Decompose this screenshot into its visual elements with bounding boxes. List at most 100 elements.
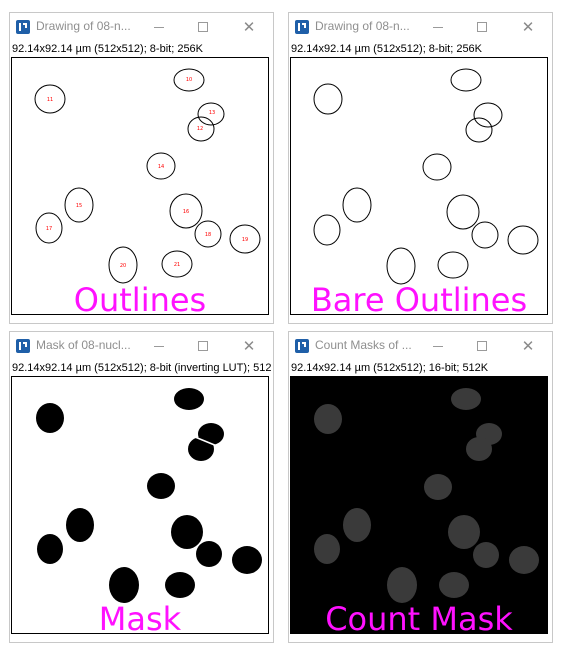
image-info: 92.14x92.14 µm (512x512); 16-bit; 512K (291, 362, 489, 374)
nucleus-mask (37, 534, 63, 564)
minimize-icon (433, 346, 443, 347)
window-count-mask[interactable]: Count Masks of ... ✕ 92.14x92.14 µm (512… (288, 331, 553, 643)
nucleus-outline (507, 225, 539, 255)
nucleus-count-region (314, 404, 342, 434)
nucleus-outline (229, 224, 261, 254)
nucleus-outline (471, 221, 499, 249)
maximize-icon (198, 341, 208, 351)
close-icon: ✕ (521, 18, 535, 36)
window-title: Count Masks of ... (315, 338, 412, 352)
maximize-button[interactable] (185, 15, 221, 39)
nucleus-count-region (424, 474, 452, 500)
image-canvas[interactable]: 10 11 12 13 14 15 16 17 18 19 20 21 Outl… (11, 57, 269, 315)
title-bar[interactable]: Mask of 08-nucl... ✕ (10, 332, 273, 360)
nucleus-outline (194, 220, 222, 248)
nucleus-count-region (343, 508, 371, 542)
maximize-button[interactable] (464, 15, 500, 39)
nucleus-label: 20 (120, 263, 126, 269)
title-bar[interactable]: Drawing of 08-n... ✕ (10, 13, 273, 41)
nucleus-label: 14 (158, 164, 164, 170)
close-button[interactable]: ✕ (510, 334, 546, 358)
nucleus-outline (108, 246, 138, 284)
nucleus-outline (450, 68, 482, 92)
minimize-button[interactable] (141, 334, 177, 358)
nucleus-count-region (509, 546, 539, 574)
nucleus-label: 17 (46, 226, 52, 232)
nucleus-outline (446, 194, 480, 230)
minimize-button[interactable] (420, 334, 456, 358)
image-canvas[interactable]: Mask (11, 376, 269, 634)
outlines-image: 10 11 12 13 14 15 16 17 18 19 20 21 (34, 68, 261, 284)
image-canvas[interactable]: Count Mask (290, 376, 548, 634)
window-mask[interactable]: Mask of 08-nucl... ✕ 92.14x92.14 µm (512… (9, 331, 274, 643)
maximize-button[interactable] (464, 334, 500, 358)
window-title: Drawing of 08-n... (36, 19, 131, 33)
bare-outlines-image (313, 68, 539, 285)
minimize-button[interactable] (141, 15, 177, 39)
nucleus-label: 19 (242, 237, 248, 243)
nucleus-label: 11 (47, 97, 53, 103)
maximize-icon (198, 22, 208, 32)
nucleus-mask (232, 546, 262, 574)
nucleus-outline (473, 102, 503, 128)
mask-image (36, 388, 262, 603)
nucleus-mask (165, 572, 195, 598)
nucleus-mask (188, 437, 214, 461)
nucleus-mask (171, 515, 203, 549)
close-icon: ✕ (242, 337, 256, 355)
image-info: 92.14x92.14 µm (512x512); 8-bit (inverti… (12, 362, 271, 374)
nucleus-outline (146, 152, 176, 180)
imagej-icon (295, 20, 309, 34)
maximize-icon (477, 341, 487, 351)
nucleus-label: 12 (197, 126, 203, 132)
nucleus-mask (147, 473, 175, 499)
nucleus-outline (35, 212, 63, 244)
close-button[interactable]: ✕ (231, 334, 267, 358)
maximize-button[interactable] (185, 334, 221, 358)
close-button[interactable]: ✕ (510, 15, 546, 39)
nucleus-count-region (451, 388, 481, 410)
title-bar[interactable]: Count Masks of ... ✕ (289, 332, 552, 360)
nucleus-count-region (473, 542, 499, 568)
nucleus-mask (66, 508, 94, 542)
minimize-button[interactable] (420, 15, 456, 39)
nucleus-label: 10 (186, 77, 192, 83)
nucleus-outline (313, 83, 343, 115)
window-bare-outlines[interactable]: Drawing of 08-n... ✕ 92.14x92.14 µm (512… (288, 12, 553, 324)
nucleus-outline (465, 117, 493, 143)
nucleus-label: 21 (174, 262, 180, 268)
window-title: Mask of 08-nucl... (36, 338, 131, 352)
nucleus-label: 15 (76, 203, 82, 209)
title-bar[interactable]: Drawing of 08-n... ✕ (289, 13, 552, 41)
nucleus-mask (36, 403, 64, 433)
window-outlines[interactable]: Drawing of 08-n... ✕ 92.14x92.14 µm (512… (9, 12, 274, 324)
image-info: 92.14x92.14 µm (512x512); 8-bit; 256K (291, 43, 483, 55)
nucleus-label: 13 (209, 110, 215, 116)
imagej-icon (16, 20, 30, 34)
nucleus-outline (64, 187, 94, 223)
close-button[interactable]: ✕ (231, 15, 267, 39)
nucleus-outline (422, 153, 452, 181)
nucleus-label: 16 (183, 209, 189, 215)
close-icon: ✕ (521, 337, 535, 355)
nucleus-outline (437, 251, 469, 279)
close-icon: ✕ (242, 18, 256, 36)
minimize-icon (433, 27, 443, 28)
nucleus-count-region (466, 437, 492, 461)
separation-line (194, 436, 218, 447)
nucleus-outline (386, 247, 416, 285)
image-canvas[interactable]: Bare Outlines (290, 57, 548, 315)
nucleus-count-region (448, 515, 480, 549)
nucleus-count-region (439, 572, 469, 598)
nucleus-count-region (387, 567, 417, 603)
nucleus-outline (313, 214, 341, 246)
imagej-icon (295, 339, 309, 353)
count-mask-image (291, 377, 547, 633)
nucleus-outline (161, 250, 193, 278)
nucleus-outline (34, 84, 66, 114)
nucleus-outline (173, 68, 205, 92)
window-title: Drawing of 08-n... (315, 19, 410, 33)
nucleus-label: 18 (205, 232, 211, 238)
nucleus-outline (197, 102, 225, 126)
nucleus-mask (196, 541, 222, 567)
